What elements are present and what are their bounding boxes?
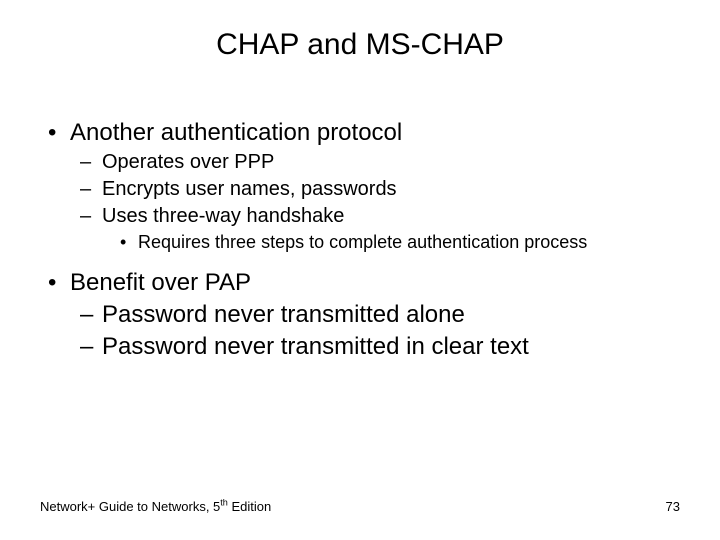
list-item: Another authentication protocol Operates… <box>40 118 680 254</box>
list-item-label: Another authentication protocol <box>70 119 402 146</box>
footer-text-prefix: Network+ Guide to Networks, 5 <box>40 499 220 514</box>
list-item-label: Benefit over PAP <box>70 269 251 296</box>
bullet-list-level2: Operates over PPP Encrypts user names, p… <box>76 150 680 254</box>
list-item: Password never transmitted alone <box>76 300 680 330</box>
list-item-label: Password never transmitted alone <box>102 301 465 328</box>
slide: CHAP and MS-CHAP Another authentication … <box>0 0 720 540</box>
list-item: Encrypts user names, passwords <box>76 177 680 202</box>
list-item: Password never transmitted in clear text <box>76 332 680 362</box>
list-item-label: Encrypts user names, passwords <box>102 178 397 200</box>
spacer <box>40 258 680 268</box>
footer-ordinal: th <box>220 498 228 508</box>
bullet-list-level1: Benefit over PAP Password never transmit… <box>40 268 680 362</box>
bullet-list-level3: Requires three steps to complete authent… <box>114 231 680 254</box>
bullet-list-level1: Another authentication protocol Operates… <box>40 118 680 254</box>
list-item: Uses three-way handshake Requires three … <box>76 204 680 254</box>
slide-title: CHAP and MS-CHAP <box>0 28 720 62</box>
list-item-label: Operates over PPP <box>102 151 274 173</box>
list-item: Requires three steps to complete authent… <box>114 231 680 254</box>
footer-page-number: 73 <box>666 499 680 514</box>
bullet-list-level2: Password never transmitted alone Passwor… <box>76 300 680 362</box>
footer-book-title: Network+ Guide to Networks, 5th Edition <box>40 499 271 514</box>
bullet-block-2: Benefit over PAP Password never transmit… <box>40 268 680 362</box>
list-item-label: Password never transmitted in clear text <box>102 333 529 360</box>
list-item-label: Requires three steps to complete authent… <box>138 232 587 252</box>
footer-text-suffix: Edition <box>228 499 271 514</box>
list-item: Benefit over PAP Password never transmit… <box>40 268 680 362</box>
slide-body: Another authentication protocol Operates… <box>40 118 680 366</box>
list-item-label: Uses three-way handshake <box>102 205 344 227</box>
list-item: Operates over PPP <box>76 150 680 175</box>
